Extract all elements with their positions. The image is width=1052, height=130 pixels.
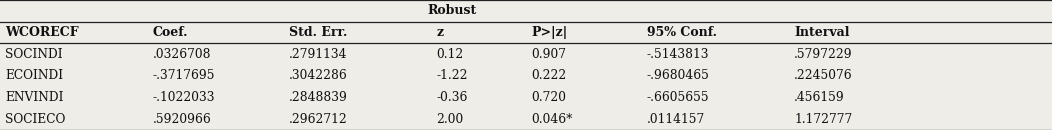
Text: -.9680465: -.9680465 bbox=[647, 69, 710, 82]
Text: Interval: Interval bbox=[794, 26, 850, 39]
Text: 2.00: 2.00 bbox=[437, 113, 464, 126]
Text: 1.172777: 1.172777 bbox=[794, 113, 852, 126]
Text: 0.046*: 0.046* bbox=[531, 113, 572, 126]
Text: 0.720: 0.720 bbox=[531, 91, 566, 104]
Text: .2848839: .2848839 bbox=[289, 91, 348, 104]
Text: ECOINDI: ECOINDI bbox=[5, 69, 63, 82]
Text: Coef.: Coef. bbox=[153, 26, 188, 39]
Text: .0114157: .0114157 bbox=[647, 113, 705, 126]
Text: -0.36: -0.36 bbox=[437, 91, 468, 104]
Text: -.5143813: -.5143813 bbox=[647, 48, 709, 61]
Text: -1.22: -1.22 bbox=[437, 69, 468, 82]
Text: .5797229: .5797229 bbox=[794, 48, 853, 61]
Text: P>|z|: P>|z| bbox=[531, 26, 567, 39]
Text: .456159: .456159 bbox=[794, 91, 845, 104]
Text: .2791134: .2791134 bbox=[289, 48, 348, 61]
Text: SOCINDI: SOCINDI bbox=[5, 48, 63, 61]
Text: 0.222: 0.222 bbox=[531, 69, 567, 82]
Text: Robust: Robust bbox=[428, 4, 477, 17]
Text: SOCIECO: SOCIECO bbox=[5, 113, 65, 126]
Text: .3042286: .3042286 bbox=[289, 69, 348, 82]
Text: .2245076: .2245076 bbox=[794, 69, 853, 82]
Text: -.6605655: -.6605655 bbox=[647, 91, 710, 104]
Text: .5920966: .5920966 bbox=[153, 113, 211, 126]
Text: Std. Err.: Std. Err. bbox=[289, 26, 347, 39]
Text: .2962712: .2962712 bbox=[289, 113, 348, 126]
Text: WCORECF: WCORECF bbox=[5, 26, 79, 39]
Text: ENVINDI: ENVINDI bbox=[5, 91, 64, 104]
Text: 0.12: 0.12 bbox=[437, 48, 464, 61]
Text: z: z bbox=[437, 26, 444, 39]
Text: -.3717695: -.3717695 bbox=[153, 69, 215, 82]
Text: 95% Conf.: 95% Conf. bbox=[647, 26, 717, 39]
Text: 0.907: 0.907 bbox=[531, 48, 566, 61]
Text: .0326708: .0326708 bbox=[153, 48, 211, 61]
Text: -.1022033: -.1022033 bbox=[153, 91, 215, 104]
